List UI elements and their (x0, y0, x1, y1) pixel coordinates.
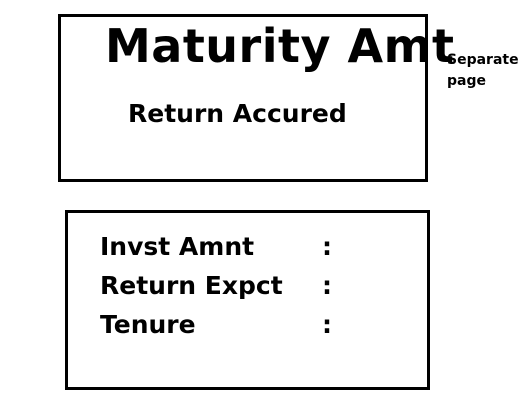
return-expected-label: Return Expct (100, 271, 283, 300)
tenure-separator: : (322, 310, 332, 339)
field-row-return-expected: Return Expct : (100, 271, 410, 303)
maturity-amount-title: Maturity Amt (105, 19, 455, 73)
maturity-summary-card: Maturity Amt Return Accured (58, 14, 454, 182)
separate-page-note-line2: page (447, 73, 486, 89)
return-expected-separator: : (322, 271, 332, 300)
field-row-tenure: Tenure : (100, 310, 410, 342)
investment-amount-label: Invst Amnt (100, 232, 255, 261)
separate-page-note: Separate page (447, 50, 523, 92)
field-row-investment-amount: Invst Amnt : (100, 232, 410, 264)
separate-page-note-line1: Separate (447, 52, 519, 68)
return-accrued-label: Return Accured (128, 99, 347, 128)
investment-details-card: Invst Amnt : Return Expct : Tenure : (65, 210, 430, 390)
tenure-label: Tenure (100, 310, 196, 339)
investment-amount-separator: : (322, 232, 332, 261)
